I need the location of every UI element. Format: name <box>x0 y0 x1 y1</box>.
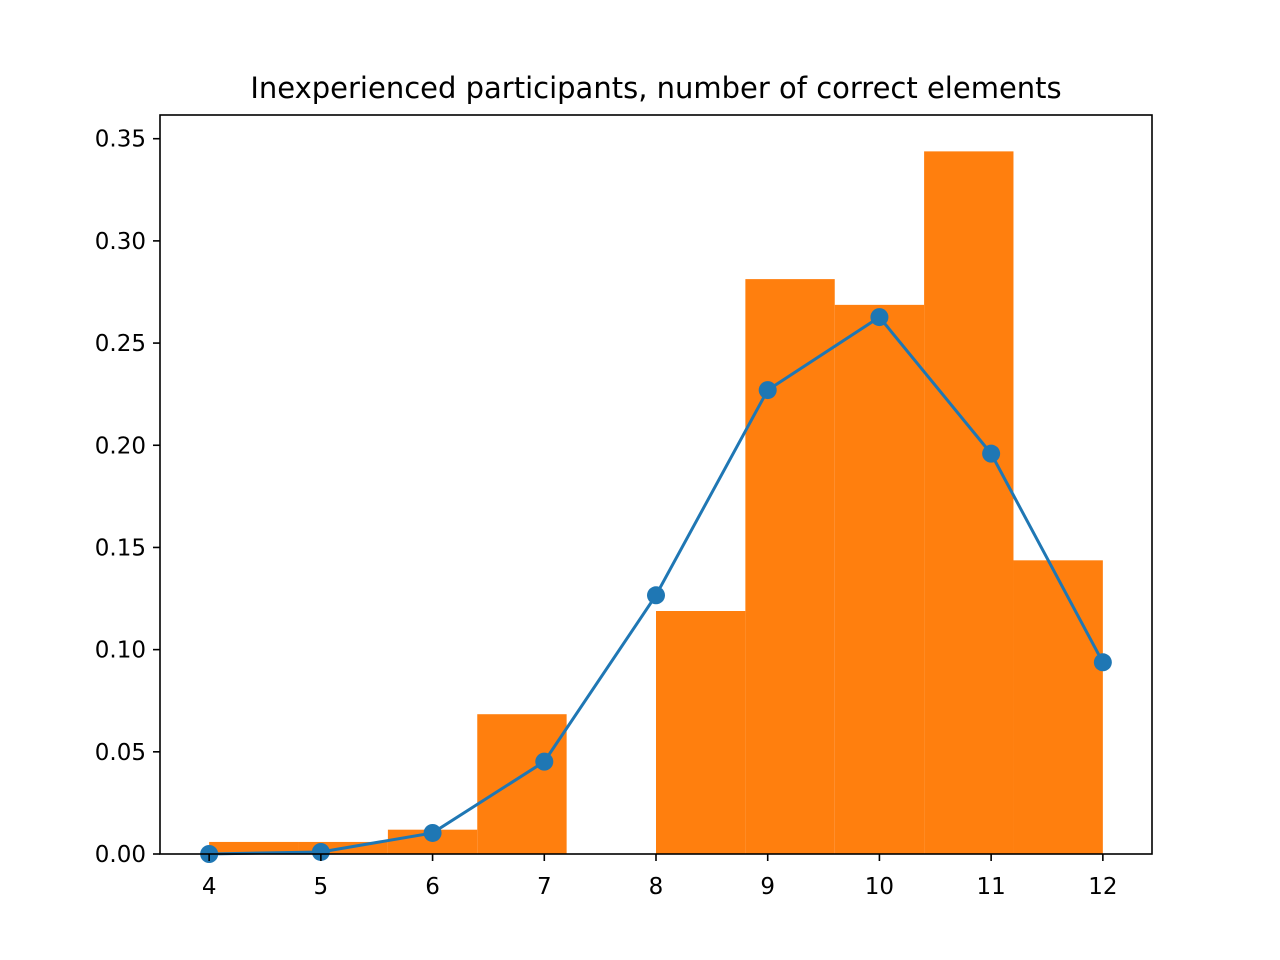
x-tick-label-10: 10 <box>865 874 894 900</box>
histogram-bar-3 <box>477 714 567 854</box>
x-tick-label-6: 6 <box>425 874 440 900</box>
series-point-5 <box>311 842 330 861</box>
x-tick-label-8: 8 <box>649 874 664 900</box>
x-tick-label-5: 5 <box>314 874 329 900</box>
series-point-12 <box>1093 653 1112 672</box>
y-tick-label-0.15: 0.15 <box>95 535 146 561</box>
y-tick-label-0.35: 0.35 <box>95 127 146 153</box>
x-tick-label-7: 7 <box>537 874 552 900</box>
y-tick-label-0.00: 0.00 <box>95 842 146 868</box>
histogram-bar-0 <box>209 841 299 854</box>
y-tick-label-0.20: 0.20 <box>95 433 146 459</box>
y-tick-label-0.30: 0.30 <box>95 229 146 255</box>
y-tick-label-0.10: 0.10 <box>95 638 146 664</box>
series-line <box>200 308 1112 863</box>
series-point-7 <box>535 752 554 771</box>
series-point-10 <box>870 308 889 327</box>
series-point-11 <box>982 444 1001 463</box>
histogram-bar-8 <box>924 151 1014 855</box>
series-point-6 <box>423 823 442 842</box>
histogram-bar-6 <box>745 279 835 855</box>
x-tick-label-4: 4 <box>202 874 217 900</box>
x-axis: 4 5 6 7 8 9 10 11 12 <box>202 854 1117 900</box>
x-tick-label-9: 9 <box>760 874 775 900</box>
x-tick-label-12: 12 <box>1088 874 1117 900</box>
histogram-bar-9 <box>1013 560 1103 854</box>
chart-title: Inexperienced participants, number of co… <box>250 71 1061 105</box>
x-tick-label-11: 11 <box>976 874 1005 900</box>
y-tick-label-0.25: 0.25 <box>95 331 146 357</box>
histogram-bars <box>209 151 1103 855</box>
series-point-8 <box>647 586 665 605</box>
y-tick-label-0.05: 0.05 <box>95 740 146 766</box>
series-point-9 <box>758 381 777 400</box>
histogram-bar-5 <box>656 611 746 854</box>
histogram-bar-7 <box>834 304 925 854</box>
y-axis: 0.00 0.05 0.10 0.15 0.20 0.25 0.30 0.35 <box>95 127 160 868</box>
